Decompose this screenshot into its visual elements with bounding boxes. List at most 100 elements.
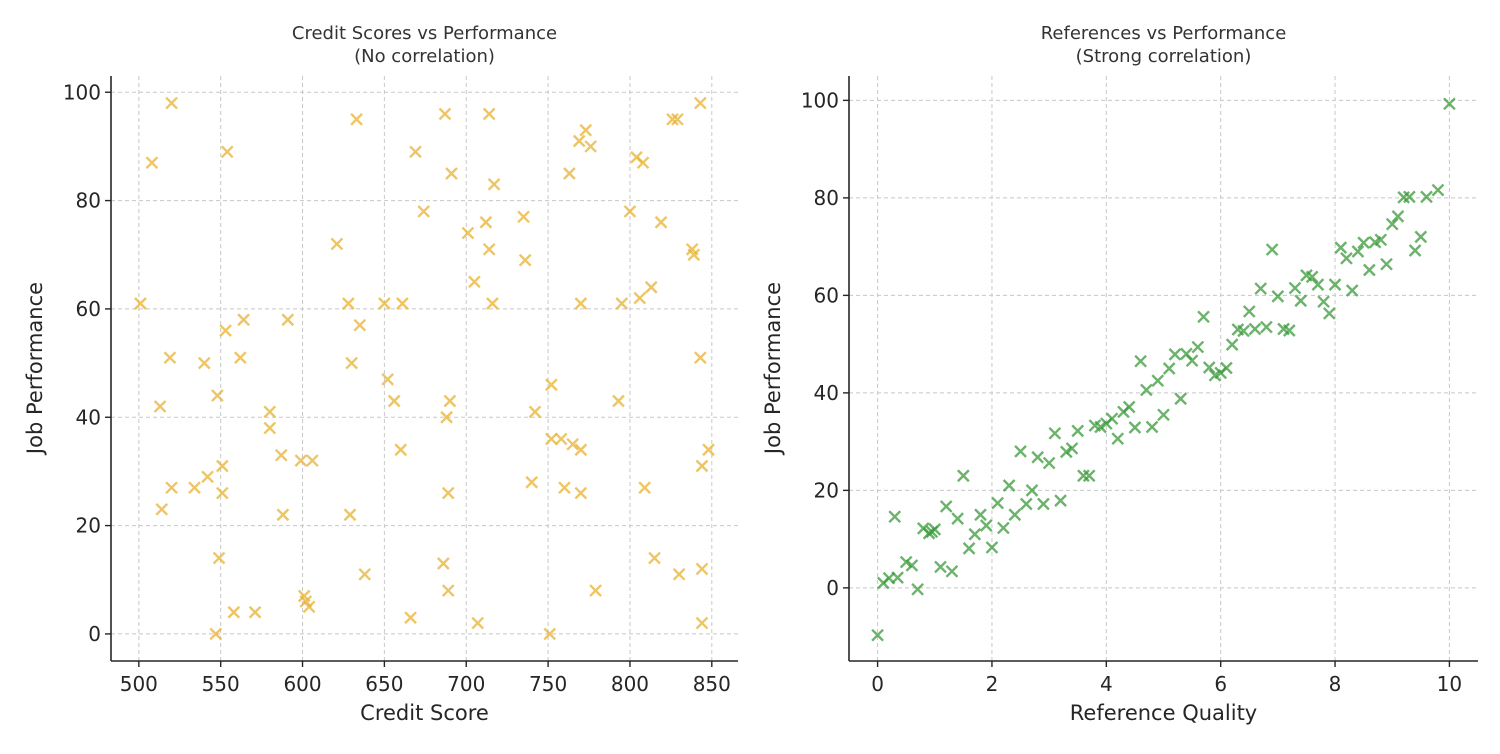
data-point — [468, 275, 481, 289]
data-point — [1271, 290, 1285, 303]
data-point — [1374, 233, 1388, 247]
data-point — [695, 459, 709, 473]
data-point — [1168, 348, 1182, 361]
data-point — [487, 177, 501, 191]
data-point — [1334, 241, 1348, 254]
data-point — [1242, 305, 1256, 318]
data-point — [1197, 310, 1210, 324]
chart-title-line2: (No correlation) — [354, 46, 495, 67]
data-point — [1220, 361, 1233, 375]
data-point — [1340, 251, 1353, 265]
chart-title-line1: Credit Scores vs Performance — [292, 23, 557, 44]
data-point — [1391, 210, 1405, 223]
data-point — [219, 324, 232, 337]
data-point — [1065, 442, 1079, 455]
data-point — [396, 297, 409, 310]
data-point — [1403, 190, 1416, 204]
data-point — [353, 318, 367, 332]
y-axis-label: Job Performance — [761, 282, 785, 456]
data-point — [1248, 322, 1262, 336]
data-point — [482, 242, 496, 256]
data-point — [378, 297, 391, 310]
data-point — [153, 400, 167, 413]
data-point — [1328, 278, 1342, 291]
data-point — [1420, 190, 1433, 204]
x-tick-label: 0 — [871, 672, 884, 696]
data-point — [1151, 374, 1165, 388]
y-tick-label: 0 — [88, 622, 101, 646]
references-scatter-panel: References vs Performance (Strong correl… — [761, 23, 1478, 725]
data-point — [1191, 340, 1205, 354]
data-point — [1162, 362, 1176, 375]
data-point — [997, 521, 1010, 535]
data-point — [671, 112, 684, 126]
data-point — [911, 582, 924, 596]
data-point — [486, 297, 499, 310]
data-point — [215, 459, 229, 473]
data-point — [672, 567, 686, 581]
data-point — [134, 297, 147, 310]
data-point — [985, 541, 999, 554]
data-point — [1237, 324, 1250, 338]
data-point — [695, 562, 709, 576]
x-tick-label: 6 — [1214, 672, 1227, 696]
data-point — [302, 600, 316, 614]
data-point — [979, 519, 993, 532]
data-point — [693, 351, 707, 365]
x-tick-label: 8 — [1329, 672, 1342, 696]
data-point — [248, 605, 262, 619]
data-point — [574, 443, 588, 457]
data-point — [1288, 281, 1302, 295]
data-point — [1385, 217, 1399, 231]
y-tick-label: 80 — [76, 189, 101, 213]
data-point — [1322, 307, 1336, 320]
x-tick-label: 800 — [611, 672, 649, 696]
data-point — [695, 616, 709, 630]
grid-lines — [849, 76, 1478, 661]
data-point — [1094, 420, 1107, 434]
data-point — [306, 454, 319, 467]
data-point — [905, 559, 919, 572]
data-point — [572, 134, 586, 148]
data-point — [233, 351, 247, 365]
data-point — [951, 512, 964, 525]
x-tick-label: 700 — [447, 672, 485, 696]
data-point — [165, 481, 178, 495]
data-point — [1042, 456, 1056, 470]
x-tick-label: 2 — [986, 672, 999, 696]
x-tick-label: 550 — [202, 672, 240, 696]
x-axis-label: Credit Score — [360, 701, 489, 725]
data-point — [1443, 97, 1456, 111]
data-point — [558, 481, 571, 495]
x-axis-label: Reference Quality — [1070, 701, 1257, 725]
data-point — [638, 481, 652, 495]
data-point — [1345, 284, 1359, 297]
chart-title-line2: (Strong correlation) — [1076, 46, 1252, 67]
scatter-points — [871, 97, 1456, 642]
data-point — [461, 226, 475, 240]
data-point — [343, 508, 357, 522]
data-point — [1082, 469, 1096, 483]
data-point — [566, 437, 580, 451]
data-point — [1357, 236, 1370, 250]
data-point — [934, 560, 947, 574]
x-tick-label: 600 — [283, 672, 321, 696]
data-point — [563, 167, 576, 180]
data-point — [945, 564, 959, 578]
data-point — [1351, 245, 1365, 258]
data-point — [1157, 408, 1170, 422]
data-point — [1311, 278, 1325, 291]
y-tick-label: 40 — [814, 381, 839, 405]
data-point — [1059, 445, 1073, 459]
data-point — [579, 123, 593, 137]
data-point — [545, 378, 558, 392]
data-point — [227, 605, 241, 619]
data-point — [274, 448, 288, 462]
data-point — [633, 291, 647, 305]
data-point — [1305, 270, 1319, 284]
data-point — [654, 215, 668, 229]
data-point — [899, 555, 913, 569]
data-point — [1260, 320, 1273, 334]
